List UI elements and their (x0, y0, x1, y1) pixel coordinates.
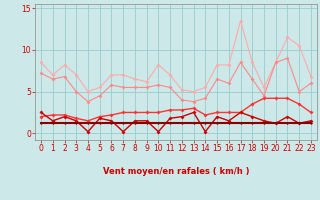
X-axis label: Vent moyen/en rafales ( km/h ): Vent moyen/en rafales ( km/h ) (103, 167, 249, 176)
